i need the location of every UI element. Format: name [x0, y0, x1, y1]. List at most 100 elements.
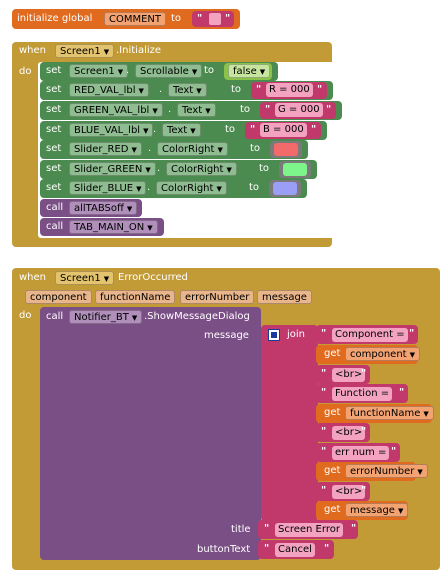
quote-mark-right: ": [391, 446, 397, 457]
dot-separator: .: [168, 104, 172, 115]
component-dropdown-text: GREEN_VAL_lbl: [74, 105, 150, 116]
color-swatch[interactable]: [274, 143, 298, 156]
triangle-down-icon: ▼: [259, 68, 266, 76]
when-label: when: [19, 272, 47, 283]
quote-mark-left: ": [264, 543, 270, 554]
quote-mark-right: ": [361, 485, 367, 496]
param-errornumber[interactable]: errorNumber: [180, 290, 255, 304]
property-dropdown-text: ColorRight: [171, 164, 224, 175]
to-label: to: [204, 65, 215, 76]
triangle-down-icon: ▼: [190, 127, 196, 135]
quote-mark-right: ": [225, 13, 231, 24]
get-variable-dropdown[interactable]: functionName ▼: [345, 406, 434, 420]
join-text-field[interactable]: Component =: [332, 328, 408, 342]
when-label: when: [19, 45, 47, 56]
notifier-showmessagedialog-block[interactable]: [40, 307, 261, 560]
property-dropdown[interactable]: Text ▼: [162, 123, 201, 137]
procedure-tab-main-on[interactable]: TAB_MAIN_ON ▼: [69, 220, 158, 234]
property-dropdown[interactable]: ColorRight ▼: [156, 181, 227, 195]
triangle-down-icon: ▼: [117, 68, 124, 76]
component-dropdown[interactable]: RED_VAL_lbl ▼: [69, 83, 149, 97]
procedure-alltabsoff-text: allTABSoff: [74, 203, 124, 214]
param-message[interactable]: message: [257, 290, 312, 304]
method-name: .ShowMessageDialog: [144, 311, 250, 322]
screen1-dropdown[interactable]: Screen1 ▼: [55, 44, 115, 58]
gear-square-icon[interactable]: [268, 329, 280, 341]
triangle-down-icon: ▼: [196, 87, 202, 95]
to-label: to: [259, 163, 270, 174]
quote-mark-left: ": [321, 368, 327, 379]
triangle-down-icon: ▼: [143, 127, 149, 135]
component-dropdown[interactable]: Slider_BLUE ▼: [69, 181, 147, 195]
param-functionname[interactable]: functionName: [95, 290, 176, 304]
triangle-down-icon: ▼: [423, 410, 429, 418]
screen1-dropdown[interactable]: Screen1 ▼: [55, 271, 115, 285]
component-dropdown[interactable]: Slider_RED ▼: [69, 142, 142, 156]
component-dropdown[interactable]: Screen1 ▼: [69, 64, 129, 78]
param-component[interactable]: component: [25, 290, 92, 304]
triangle-down-icon: ▼: [397, 507, 404, 515]
get-variable-dropdown-text: component: [350, 349, 407, 360]
dot-separator: .: [153, 124, 157, 135]
text-value-field[interactable]: [209, 13, 221, 25]
component-dropdown-text: Screen1: [74, 66, 115, 77]
quote-mark-left: ": [321, 328, 327, 339]
mutator-inner-icon: [271, 332, 277, 338]
property-dropdown-text: ColorRight: [161, 183, 214, 194]
buttontext-field[interactable]: Cancel: [275, 543, 315, 557]
quote-mark-left: ": [265, 104, 271, 115]
get-variable-dropdown[interactable]: errorNumber ▼: [345, 464, 428, 478]
property-dropdown[interactable]: Scrollable ▼: [135, 64, 203, 78]
component-dropdown[interactable]: GREEN_VAL_lbl ▼: [69, 103, 163, 117]
quote-mark-right: ": [409, 328, 415, 339]
logic-dropdown[interactable]: false ▼: [228, 64, 271, 78]
property-dropdown[interactable]: Text ▼: [177, 103, 216, 117]
logic-dropdown-text: false: [233, 66, 257, 77]
notifier-dropdown[interactable]: Notifier_BT ▼: [69, 310, 143, 324]
join-text-field[interactable]: <br>: [332, 426, 366, 440]
set-label: set: [46, 163, 62, 174]
join-text-field[interactable]: err num =: [332, 446, 390, 460]
join-text-field[interactable]: Function =: [332, 387, 393, 401]
component-dropdown[interactable]: BLUE_VAL_lbl ▼: [69, 123, 154, 137]
get-variable-dropdown[interactable]: component ▼: [345, 347, 420, 361]
color-swatch[interactable]: [273, 182, 297, 195]
triangle-down-icon: ▼: [216, 185, 222, 193]
message-socket-label: message: [204, 330, 249, 341]
title-text-field[interactable]: Screen Error: [275, 523, 343, 537]
text-value-field[interactable]: G = 000: [275, 103, 323, 117]
get-label: get: [324, 348, 341, 359]
property-dropdown[interactable]: ColorRight ▼: [166, 162, 237, 176]
set-label: set: [46, 182, 62, 193]
quote-mark-right: ": [324, 543, 330, 554]
procedure-alltabsoff[interactable]: allTABSoff ▼: [69, 201, 138, 215]
triangle-down-icon: ▼: [226, 166, 232, 174]
initialize-global-label: initialize global: [17, 13, 93, 24]
get-variable-dropdown-text: message: [350, 505, 395, 516]
triangle-down-icon: ▼: [409, 351, 415, 359]
set-label: set: [46, 104, 62, 115]
join-text-field[interactable]: <br>: [332, 485, 366, 499]
get-variable-dropdown[interactable]: message ▼: [345, 503, 409, 517]
quote-mark-left: ": [321, 485, 327, 496]
color-swatch[interactable]: [283, 163, 307, 176]
property-dropdown[interactable]: Text ▼: [168, 83, 207, 97]
join-block[interactable]: [261, 325, 318, 521]
join-text-field[interactable]: <br>: [332, 368, 366, 382]
to-label: to: [249, 182, 260, 193]
triangle-down-icon: ▼: [191, 68, 198, 76]
global-var-name-field[interactable]: COMMENT: [104, 12, 167, 26]
triangle-down-icon: ▼: [131, 314, 138, 322]
get-label: get: [324, 407, 341, 418]
do-label: do: [19, 66, 32, 77]
text-value-field[interactable]: B = 000: [260, 123, 307, 137]
triangle-down-icon: ▼: [103, 48, 110, 56]
dot-separator: .: [159, 84, 163, 95]
title-socket-label: title: [231, 524, 251, 535]
quote-mark-left: ": [321, 387, 327, 398]
text-value-field[interactable]: R = 000: [266, 83, 313, 97]
component-dropdown[interactable]: Slider_GREEN ▼: [69, 162, 156, 176]
triangle-down-icon: ▼: [152, 107, 158, 115]
call-label: call: [46, 202, 64, 213]
property-dropdown[interactable]: ColorRight ▼: [157, 142, 228, 156]
